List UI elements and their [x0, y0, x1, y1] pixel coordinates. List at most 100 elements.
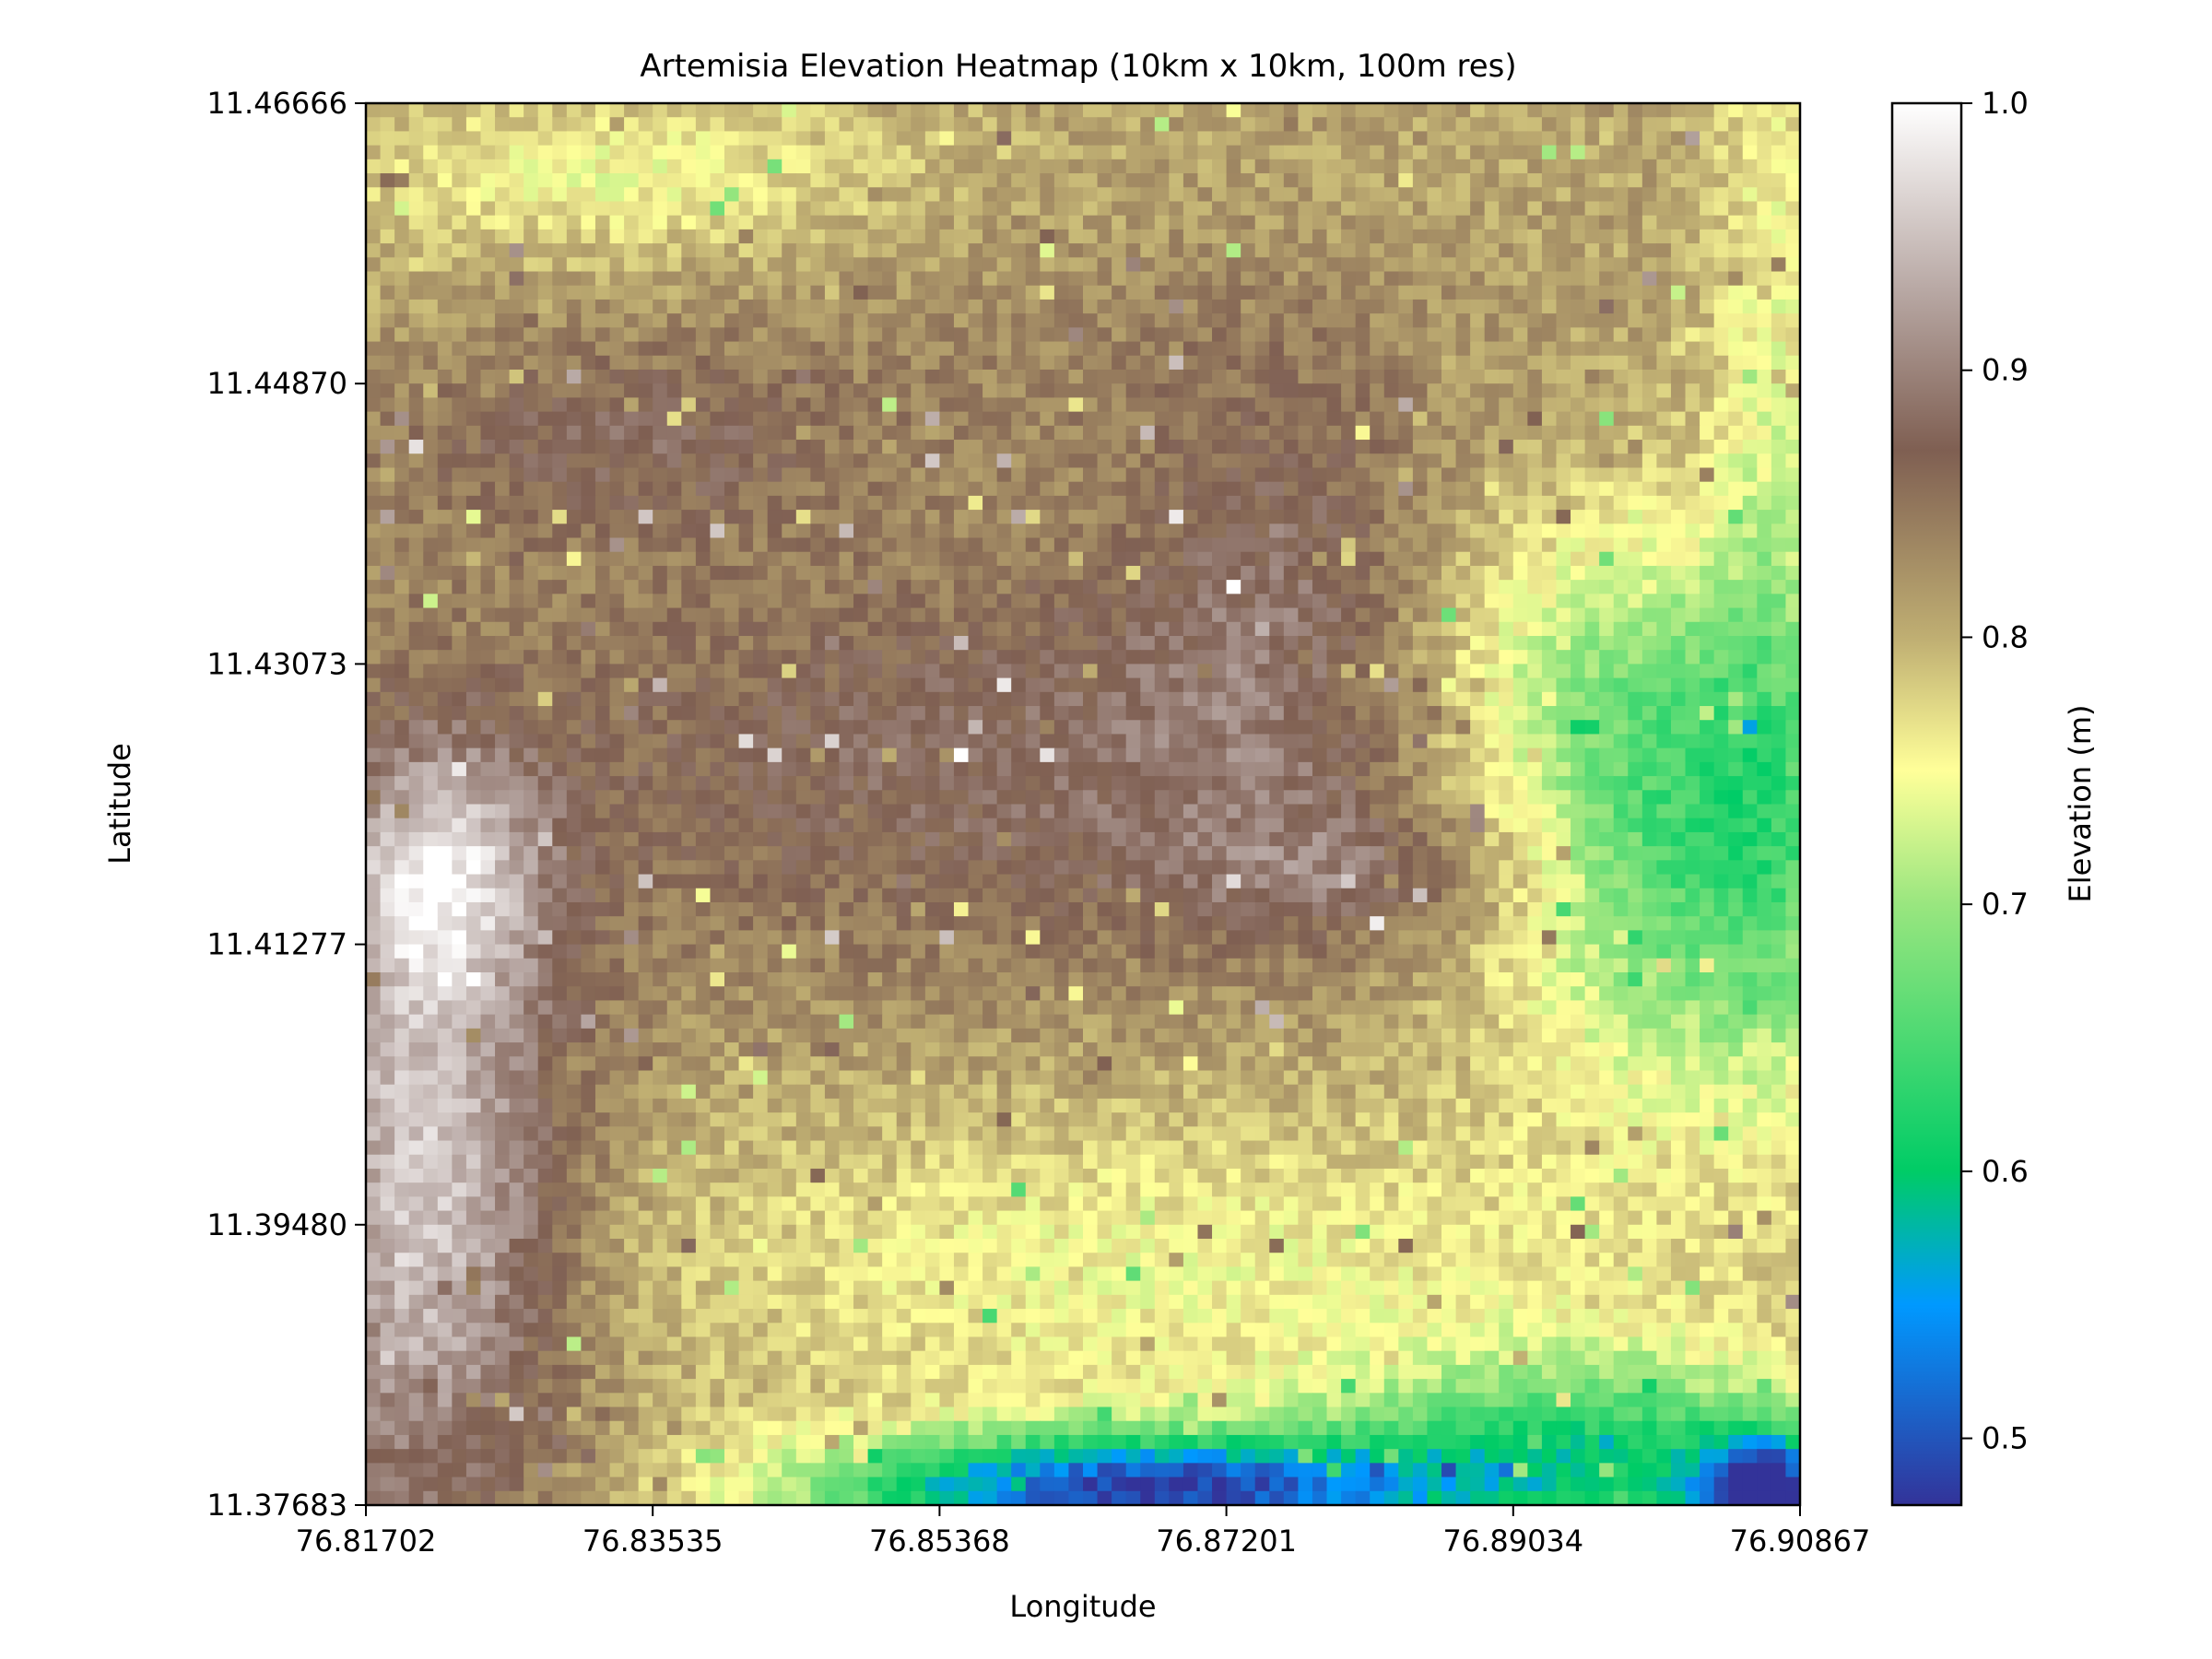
heatmap-cell: [452, 734, 467, 749]
heatmap-cell: [594, 131, 611, 147]
heatmap-cell: [1556, 580, 1571, 594]
heatmap-cell: [1599, 215, 1615, 230]
heatmap-cell: [1040, 607, 1055, 623]
heatmap-cell: [394, 369, 410, 384]
heatmap-cell: [609, 215, 625, 230]
heatmap-cell: [1068, 159, 1084, 174]
heatmap-cell: [1685, 369, 1700, 384]
heatmap-cell: [824, 524, 841, 539]
heatmap-cell: [1182, 706, 1199, 721]
heatmap-cell: [824, 481, 841, 497]
heatmap-cell: [437, 411, 453, 427]
heatmap-cell: [1656, 131, 1672, 147]
heatmap-cell: [681, 621, 697, 637]
heatmap-cell: [566, 215, 582, 230]
heatmap-cell: [1656, 425, 1672, 441]
heatmap-cell: [408, 537, 424, 553]
heatmap-cell: [1370, 341, 1385, 357]
heatmap-cell: [1053, 551, 1070, 567]
heatmap-cell: [1083, 215, 1099, 230]
heatmap-cell: [552, 776, 568, 791]
heatmap-cell: [953, 776, 970, 791]
heatmap-cell: [1326, 145, 1342, 160]
heatmap-cell: [896, 495, 912, 511]
heatmap-cell: [495, 131, 511, 147]
heatmap-cell: [724, 650, 740, 665]
heatmap-cell: [795, 691, 811, 707]
heatmap-cell: [1571, 397, 1586, 413]
heatmap-cell: [753, 510, 769, 524]
heatmap-cell: [1355, 187, 1371, 203]
heatmap-cell: [1154, 747, 1170, 763]
heatmap-cell: [953, 580, 970, 594]
heatmap-cell: [724, 607, 740, 623]
heatmap-cell: [509, 706, 524, 721]
heatmap-cell: [1785, 635, 1801, 651]
heatmap-cell: [1112, 706, 1127, 721]
heatmap-cell: [1556, 285, 1571, 300]
heatmap-cell: [480, 621, 496, 637]
heatmap-cell: [1112, 201, 1127, 217]
heatmap-cell: [782, 706, 797, 721]
heatmap-cell: [581, 467, 596, 483]
heatmap-cell: [1040, 790, 1055, 806]
heatmap-cell: [581, 565, 596, 581]
heatmap-cell: [624, 481, 640, 497]
heatmap-cell: [1326, 271, 1342, 287]
heatmap-cell: [380, 594, 395, 609]
heatmap-cell: [839, 495, 854, 511]
heatmap-cell: [480, 243, 496, 258]
heatmap-cell: [753, 621, 769, 637]
heatmap-cell: [1068, 720, 1084, 735]
heatmap-cell: [524, 776, 539, 791]
heatmap-cell: [1341, 229, 1357, 244]
heatmap-cell: [566, 355, 582, 371]
heatmap-cell: [1182, 271, 1199, 287]
heatmap-cell: [1757, 706, 1772, 721]
heatmap-cell: [1011, 159, 1027, 174]
heatmap-cell: [480, 201, 496, 217]
heatmap-cell: [1383, 313, 1399, 328]
heatmap-cell: [1713, 201, 1729, 217]
heatmap-cell: [653, 706, 668, 721]
heatmap-cell: [537, 565, 553, 581]
heatmap-cell: [1728, 327, 1744, 343]
heatmap-cell: [1728, 621, 1744, 637]
heatmap-cell: [1484, 159, 1500, 174]
heatmap-cell: [1571, 790, 1586, 806]
heatmap-cell: [1025, 510, 1041, 524]
heatmap-cell: [1383, 551, 1399, 567]
heatmap-cell: [1628, 425, 1643, 441]
heatmap-cell: [1641, 285, 1657, 300]
heatmap-cell: [423, 145, 439, 160]
heatmap-cell: [795, 369, 811, 384]
heatmap-cell: [366, 229, 382, 244]
heatmap-cell: [924, 524, 940, 539]
heatmap-cell: [1728, 790, 1744, 806]
heatmap-cell: [968, 327, 983, 343]
heatmap-cell: [1613, 580, 1629, 594]
heatmap-cell: [581, 187, 596, 203]
heatmap-cell: [1383, 355, 1399, 371]
heatmap-cell: [1427, 355, 1442, 371]
heatmap-cell: [1685, 257, 1700, 273]
heatmap-cell: [552, 635, 568, 651]
heatmap-cell: [1571, 440, 1586, 454]
heatmap-cell: [1742, 635, 1758, 651]
heatmap-cell: [552, 495, 568, 511]
heatmap-cell: [1628, 650, 1643, 665]
heatmap-cell: [1140, 453, 1156, 469]
heatmap-cell: [1355, 580, 1371, 594]
heatmap-cell: [968, 243, 983, 258]
heatmap-cell: [939, 103, 955, 118]
heatmap-cell: [1197, 285, 1213, 300]
heatmap-cell: [1053, 187, 1070, 203]
heatmap-cell: [1628, 495, 1643, 511]
heatmap-cell: [509, 327, 524, 343]
heatmap-cell: [1083, 271, 1099, 287]
heatmap-cell: [1053, 159, 1070, 174]
heatmap-cell: [1212, 551, 1228, 567]
heatmap-cell: [1355, 145, 1371, 160]
heatmap-cell: [953, 271, 970, 287]
heatmap-cell: [1197, 467, 1213, 483]
